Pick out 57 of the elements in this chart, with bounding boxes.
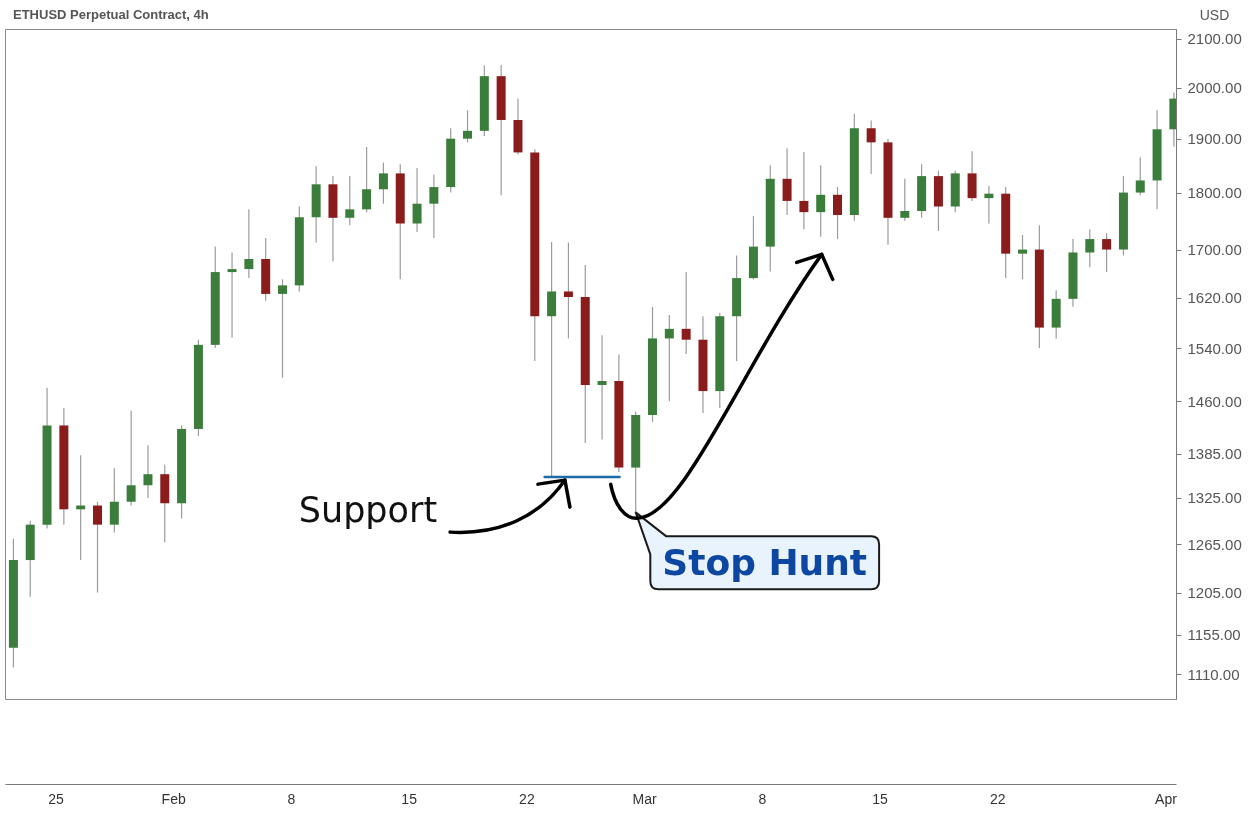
x-tick-label: 22 [990,790,1006,807]
y-axis-title: USD [1199,6,1230,23]
y-tick-label: 1205.00 [1187,584,1242,602]
annotation: Stop Hunt [662,542,868,584]
y-tick-label: 2000.00 [1187,79,1242,97]
y-tick-label: 1265.00 [1187,535,1242,553]
y-tick-label: 1700.00 [1187,241,1242,259]
candlestick [563,241,573,340]
x-tick-label: Feb [161,790,186,807]
annotation: Support [298,490,438,531]
y-tick-label: 1540.00 [1187,339,1242,357]
candlestick [1085,228,1095,268]
candlestick [345,175,355,226]
candlestick [900,178,910,222]
chart-title: ETHUSD Perpetual Contract, 4h [13,7,209,22]
candlestick [93,501,102,594]
candlestick [547,241,557,479]
y-tick-label: 1900.00 [1187,130,1242,148]
y-tick-label: 1155.00 [1187,626,1241,644]
x-tick-label: 15 [872,790,889,807]
x-tick-label: 15 [401,790,418,807]
candlestick [143,444,153,499]
candlestick [1135,156,1145,196]
candlestick [984,185,994,225]
candlestick [833,186,843,240]
candlestick [1018,234,1028,280]
candlestick [244,208,254,279]
candlestick [866,119,876,175]
candlestick [681,271,691,355]
y-tick-label: 2100.00 [1187,30,1242,48]
candlestick [412,167,422,233]
y-tick-label: 1385.00 [1187,445,1242,463]
x-tick-label: Mar [632,790,657,807]
y-tick-label: 1620.00 [1187,289,1242,307]
candlestick [597,334,607,441]
candlestick [227,251,237,339]
candlestick [664,314,674,402]
candlestick [429,173,439,239]
candlestick [109,467,119,534]
candlestick [782,147,792,216]
x-tick-label: 25 [48,790,64,807]
x-tick-label: Apr [1155,790,1178,807]
y-tick-label: 1800.00 [1187,184,1242,202]
candlestick [362,146,372,213]
x-tick-label: 8 [758,790,767,807]
candlestick [278,278,288,379]
y-tick-label: 1460.00 [1187,392,1242,410]
candlestick [378,161,388,205]
candlestick [1102,232,1112,273]
y-tick-label: 1110.00 [1187,665,1240,683]
candlestick [126,410,136,507]
x-tick-label: 8 [287,790,296,807]
candlestick [816,164,826,238]
x-tick-label: 22 [519,790,535,807]
candlestick [463,109,473,143]
y-tick-label: 1325.00 [1187,489,1242,507]
candlestick [799,151,809,230]
